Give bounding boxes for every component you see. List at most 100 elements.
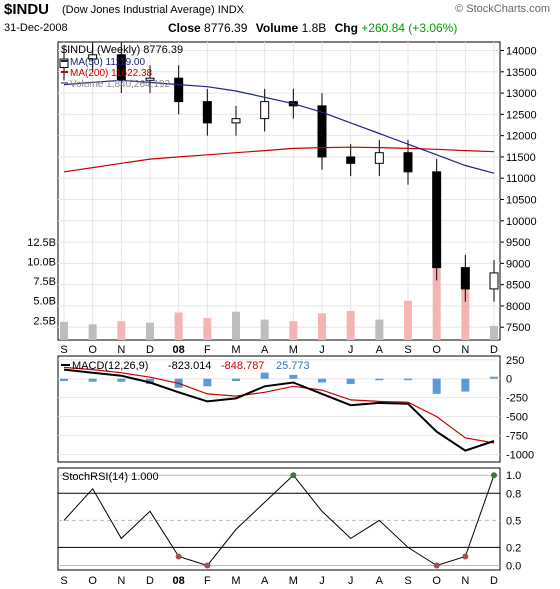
macd-hist-bar — [203, 378, 212, 387]
legend-label: Volume 1,840,264,192 — [70, 79, 171, 90]
macd-signal-line — [63, 366, 495, 444]
candle-body — [260, 101, 270, 120]
volume-bar — [318, 313, 326, 340]
price-tick-label: 11000 — [506, 173, 536, 185]
macd-tick-label: -500 — [506, 412, 528, 424]
price-title: $INDU (Weekly) 8776.39 — [61, 44, 183, 56]
price-tick-label: 7500 — [506, 322, 530, 334]
macd-title: MACD(12,26,9) — [72, 360, 148, 372]
candle-body — [88, 54, 98, 60]
volume-bar — [60, 321, 68, 340]
macd-tick-label: -750 — [506, 431, 528, 443]
price-tick-label: 8000 — [506, 301, 530, 313]
macd-hist-bar — [318, 378, 326, 383]
stochrsi-title: StochRSI(14) 1.000 — [62, 471, 159, 483]
close-label: Close — [168, 21, 201, 35]
month-label: D — [146, 575, 154, 587]
macd-hist-bar — [146, 378, 154, 385]
stochrsi-panel — [57, 467, 501, 571]
stochrsi-overbought-mark — [290, 472, 297, 479]
month-label: M — [231, 344, 240, 356]
volume-bar — [490, 325, 498, 340]
ma50-line — [63, 79, 495, 174]
volume-bar — [375, 319, 384, 340]
macd-panel — [57, 355, 501, 463]
price-tick-label: 12500 — [506, 109, 537, 121]
candle-body — [460, 267, 470, 290]
candle-body — [174, 77, 184, 103]
macd-hist-bar — [432, 378, 441, 394]
month-label: S — [60, 575, 67, 587]
price-tick-label: 13000 — [506, 88, 537, 100]
month-label: S — [60, 344, 67, 356]
volume-bar — [88, 324, 97, 340]
month-label: N — [117, 344, 125, 356]
volume-bar — [461, 285, 470, 340]
stochrsi-tick-label: 1.0 — [506, 470, 521, 482]
month-label: D — [490, 575, 498, 587]
index-full-name: (Dow Jones Industrial Average) — [62, 4, 215, 16]
volume-bar — [232, 311, 240, 340]
macd-hist-bar — [375, 378, 384, 381]
month-label: M — [289, 344, 298, 356]
date: 31-Dec-2008 — [4, 22, 68, 34]
volume-bar — [432, 253, 441, 340]
volume-bar — [404, 300, 412, 340]
stochrsi-oversold-mark — [204, 562, 211, 569]
volume-label: Volume — [255, 21, 299, 35]
price-tick-label: 12000 — [506, 131, 537, 143]
volume-bar — [260, 319, 269, 340]
month-label: D — [146, 344, 154, 356]
month-label: A — [261, 344, 269, 356]
macd-tick-label: -250 — [506, 393, 528, 405]
volume-tick-label: 5.0B — [33, 296, 56, 308]
stochrsi-tick-label: 0.0 — [506, 560, 521, 572]
legend-label: MA(50) 11119.00 — [70, 57, 145, 68]
ma200-line — [63, 146, 495, 173]
volume-tick-label: 10.0B — [27, 256, 56, 268]
close-value: 8776.39 — [204, 21, 248, 35]
index-name: (Dow Jones Industrial Average) INDX — [62, 4, 244, 16]
macd-signal-value: -848.787 — [221, 360, 264, 372]
month-label: F — [204, 344, 211, 356]
macd-hist-bar — [88, 378, 97, 382]
macd-hist-bar — [260, 372, 269, 379]
chart-header: $INDU (Dow Jones Industrial Average) IND… — [0, 0, 560, 40]
volume-tick-label: 7.5B — [33, 276, 56, 288]
symbol: $INDU — [4, 1, 50, 18]
month-label: S — [404, 344, 411, 356]
month-label: J — [319, 344, 325, 356]
price-tick-label: 13500 — [506, 67, 537, 79]
stochrsi-tick-label: 0.8 — [506, 488, 521, 500]
price-tick-label: 9000 — [506, 258, 530, 270]
macd-hist-bar — [60, 378, 68, 381]
volume-tick-label: 2.5B — [33, 315, 56, 327]
month-label: M — [231, 575, 240, 587]
month-label: 08 — [173, 575, 185, 587]
candle-body — [317, 105, 327, 158]
quote-stats: Close 8776.39 Volume 1.8B Chg +260.84 (+… — [168, 21, 462, 35]
chg-label: Chg — [334, 21, 358, 35]
volume-bar — [346, 310, 355, 340]
month-label: A — [376, 344, 384, 356]
macd-value: -823.014 — [168, 360, 211, 372]
month-label: 08 — [173, 344, 185, 356]
volume-value: 1.8B — [301, 21, 327, 35]
stochrsi-tick-label: 0.2 — [506, 542, 521, 554]
month-label: O — [88, 344, 97, 356]
macd-hist-bar — [461, 378, 470, 392]
stochrsi-overbought-mark — [491, 472, 497, 479]
macd-hist-bar — [117, 378, 126, 382]
macd-tick-label: 250 — [506, 355, 524, 367]
candle-body — [231, 118, 241, 124]
macd-tick-label: -1000 — [506, 449, 534, 461]
volume-bar — [289, 321, 298, 340]
macd-hist-bar — [346, 378, 355, 385]
candle-body — [403, 152, 413, 173]
price-panel — [57, 41, 501, 341]
month-label: D — [490, 344, 498, 356]
price-tick-label: 9500 — [506, 237, 530, 249]
month-label: J — [348, 344, 354, 356]
month-label: F — [204, 575, 211, 587]
stochrsi-oversold-mark — [433, 562, 440, 569]
